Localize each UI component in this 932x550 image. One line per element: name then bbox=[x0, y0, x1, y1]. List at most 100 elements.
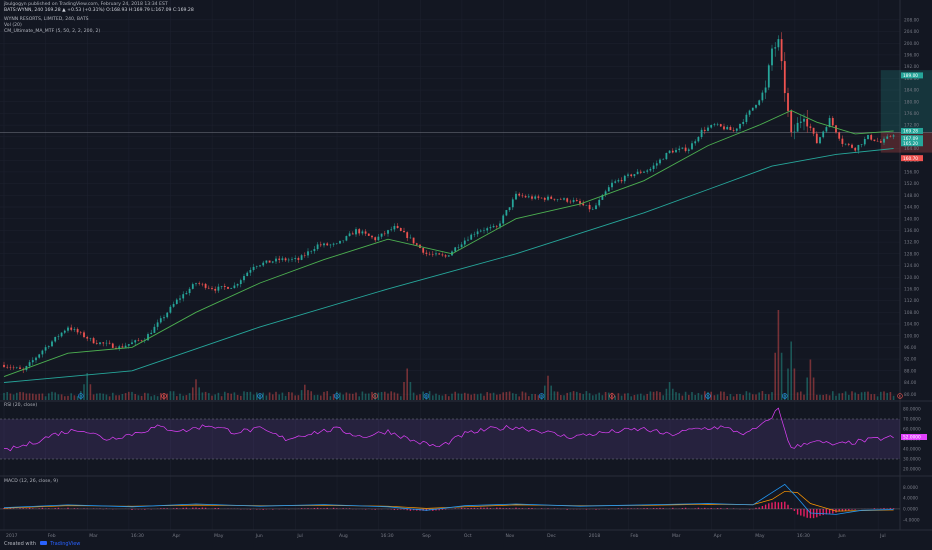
candle-body bbox=[841, 138, 844, 144]
candle-body bbox=[723, 126, 725, 130]
volume-bar bbox=[406, 368, 408, 400]
macd-histogram-bar bbox=[880, 508, 882, 509]
volume-bar bbox=[604, 391, 607, 400]
volume-bar bbox=[182, 395, 184, 400]
volume-legend[interactable]: Vol (20) bbox=[4, 23, 22, 28]
macd-legend[interactable]: MACD (12, 26, close, 9) bbox=[4, 479, 59, 484]
volume-bar bbox=[137, 395, 140, 400]
tradingview-logo-icon[interactable] bbox=[39, 541, 47, 545]
candle-body bbox=[537, 196, 540, 198]
volume-bar bbox=[73, 395, 76, 400]
rsi-legend[interactable]: RSI (20, close) bbox=[4, 403, 38, 408]
volume-bar bbox=[809, 359, 812, 400]
candle-body bbox=[543, 197, 546, 200]
volume-bar bbox=[819, 394, 821, 400]
candle-body bbox=[639, 171, 642, 173]
volume-bar bbox=[134, 394, 136, 400]
macd-histogram-bar bbox=[528, 508, 530, 509]
candle-body bbox=[649, 168, 652, 171]
publish-info: jbulgogyn published on TradingView.com, … bbox=[4, 2, 168, 7]
volume-bar bbox=[832, 391, 834, 400]
candle-body bbox=[806, 118, 809, 127]
time-tick-label: Jun bbox=[838, 533, 846, 539]
macd-histogram-bar bbox=[521, 508, 524, 509]
volume-bar bbox=[3, 392, 5, 400]
price-tag-box bbox=[901, 127, 923, 134]
volume-bar bbox=[793, 368, 796, 400]
time-scale[interactable]: 2017 Feb Mar 16:30 Apr May Jun Jul Aug 16:30 Sep Oc… bbox=[6, 533, 886, 539]
event-marker-icon bbox=[78, 393, 84, 399]
macd-histogram-bar bbox=[825, 508, 828, 515]
volume-bar bbox=[425, 393, 428, 400]
macd-histogram-bar bbox=[608, 508, 610, 510]
candle-body bbox=[86, 337, 89, 339]
macd-histogram-bar bbox=[566, 508, 568, 510]
candle-body bbox=[870, 135, 873, 140]
macd-histogram-bar bbox=[409, 508, 412, 511]
candle-body bbox=[15, 367, 18, 369]
price-tick-label: 204.00 bbox=[904, 29, 919, 35]
tradingview-brand[interactable]: TradingView bbox=[50, 541, 81, 547]
time-tick-label: 16:30 bbox=[797, 533, 810, 539]
macd-histogram-bar bbox=[464, 508, 466, 509]
volume-bar bbox=[217, 392, 220, 400]
candle-body bbox=[371, 235, 373, 238]
volume-bar bbox=[572, 391, 575, 400]
volume-bar bbox=[268, 392, 271, 400]
macd-histogram-bar bbox=[547, 508, 549, 509]
macd-histogram-bar bbox=[332, 507, 335, 509]
macd-histogram-bar bbox=[470, 507, 472, 509]
volume-bar bbox=[592, 395, 594, 400]
ma-legend[interactable]: CM_Ultimate_MA_MTF (5, 50, 2, 2, 200, 2) bbox=[4, 29, 101, 34]
macd-histogram-bar bbox=[249, 508, 252, 510]
candle-body bbox=[553, 198, 556, 200]
macd-histogram-bar bbox=[454, 508, 456, 509]
volume-bar bbox=[502, 392, 504, 400]
volume-bar bbox=[489, 393, 492, 400]
volume-bar bbox=[169, 391, 172, 400]
volume-bar bbox=[630, 396, 632, 400]
long-position-tool[interactable]: 21.21 (12.50%) 1657.518.47 → 352.638.05 … bbox=[0, 69, 932, 159]
macd-histogram-bar bbox=[483, 507, 485, 509]
macd-tick-label: 0.0000 bbox=[903, 507, 918, 513]
candle-body bbox=[799, 121, 802, 123]
candle-body bbox=[620, 180, 623, 182]
volume-bar bbox=[201, 392, 204, 400]
candle-body bbox=[684, 147, 687, 151]
volume-bar bbox=[80, 391, 82, 400]
candle-body bbox=[563, 198, 565, 200]
volume-bar bbox=[806, 377, 808, 400]
candle-body bbox=[780, 39, 783, 62]
macd-histogram-bar bbox=[726, 508, 728, 509]
volume-bar bbox=[649, 391, 652, 400]
symbol-legend[interactable]: WYNN RESORTS, LIMITED, 240, BATS bbox=[4, 17, 89, 22]
macd-histogram-bar bbox=[480, 507, 482, 509]
candle-body bbox=[764, 87, 767, 93]
macd-histogram-bar bbox=[198, 507, 200, 509]
macd-histogram-bar bbox=[160, 508, 162, 509]
candle-body bbox=[745, 114, 748, 122]
candle-body bbox=[211, 288, 213, 289]
volume-bar bbox=[83, 384, 85, 400]
volume-bar bbox=[867, 391, 869, 400]
macd-histogram-bar bbox=[19, 508, 21, 509]
candle-body bbox=[303, 255, 306, 256]
chart-grid bbox=[0, 0, 932, 531]
candle-body bbox=[12, 367, 15, 369]
volume-bar bbox=[771, 392, 773, 400]
candle-body bbox=[531, 196, 533, 199]
volume-bar bbox=[636, 394, 639, 400]
volume-bar bbox=[812, 377, 815, 400]
price-tag-label: 189.00 bbox=[903, 73, 918, 79]
price-tick-label: 184.00 bbox=[904, 88, 919, 94]
candle-body bbox=[431, 254, 434, 255]
volume-bar bbox=[185, 395, 188, 400]
macd-histogram-bar bbox=[345, 508, 348, 509]
macd-histogram-bar bbox=[710, 508, 712, 509]
volume-bar bbox=[86, 373, 88, 400]
price-scale[interactable]: 208.00 204.00 200.00 196.00 192.00 188.00 184.… bbox=[901, 17, 927, 523]
volume-bar bbox=[451, 393, 453, 400]
candle-body bbox=[198, 283, 201, 284]
price-tick-label: 172.00 bbox=[904, 123, 919, 129]
